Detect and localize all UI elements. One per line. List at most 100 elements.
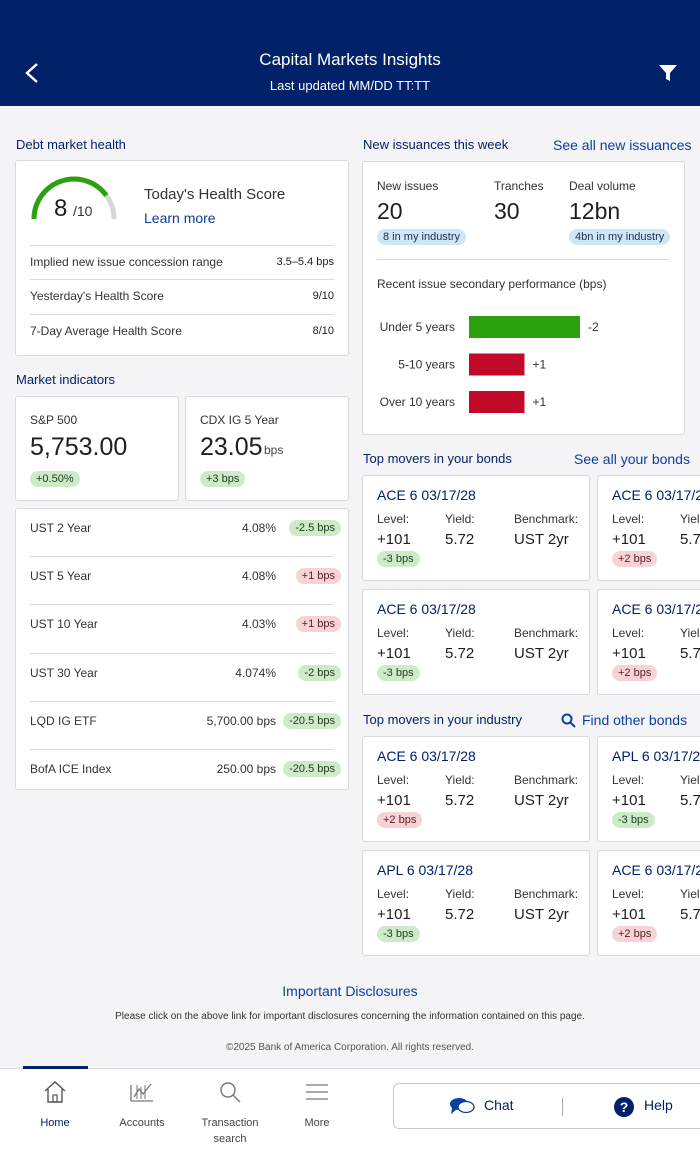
sp500-value: 5,753.00	[30, 433, 128, 461]
bond-mover-card[interactable]: ACE 6 03/17/28 Level: Yield: +101 5.72 Benchm…	[362, 736, 590, 842]
bond-name: ACE 6 03/17/2	[612, 862, 700, 878]
copyright: ©2025 Bank of America Corporation. All r…	[225, 1042, 475, 1053]
deal-volume-industry-badge: 4bn in my industry	[569, 229, 671, 245]
divider	[30, 700, 334, 702]
level-value: +101	[377, 531, 411, 548]
chat-button[interactable]: Chat	[484, 1097, 514, 1113]
divider	[30, 314, 334, 315]
deal-volume-label: Deal volume	[569, 179, 636, 193]
bond-mover-card[interactable]: ACE 6 03/17/28 Level: Yield: +101 5.72 Benchm…	[362, 589, 590, 695]
bond-mover-card[interactable]: ACE 6 03/17/2 Level: Yiel +101 5.7 +2 bps	[597, 850, 700, 956]
yield-value: 5.72	[445, 645, 475, 662]
yield-label: Yiel	[680, 887, 700, 901]
see-all-bonds-link[interactable]: See all your bonds	[574, 451, 690, 467]
nav-more-label: More	[304, 1117, 330, 1129]
perf-title: Recent issue secondary performance (bps)	[377, 277, 607, 291]
level-value: +101	[377, 906, 411, 923]
bar-value-label: +1	[533, 395, 547, 409]
issuances-card: New issues 20 8 in my industry Tranches …	[362, 161, 685, 435]
find-other-bonds-link[interactable]: Find other bonds	[582, 712, 688, 728]
cdx-card[interactable]: CDX IG 5 Year 23.05 bps +3 bps	[185, 396, 349, 501]
change-badge: -3 bps	[377, 926, 420, 942]
last-updated: Last updated MM/DD TT:TT	[269, 78, 431, 93]
market-indicators-title: Market indicators	[16, 372, 115, 387]
help-button[interactable]: Help	[644, 1097, 673, 1113]
seven-day-score-value: 8/10	[312, 325, 334, 337]
concession-label: Implied new issue concession range	[30, 255, 223, 269]
rate-value: 4.074%	[235, 665, 276, 680]
change-badge: +2 bps	[612, 926, 658, 942]
bond-mover-card[interactable]: APL 6 03/17/2 Level: Yiel +101 5.7 -3 bps	[597, 736, 700, 842]
yield-value: 5.7	[680, 531, 700, 548]
bond-mover-card[interactable]: ACE 6 03/17/28 Level: Yield: +101 5.72 Benchm…	[362, 475, 590, 581]
divider	[30, 749, 334, 750]
level-label: Level:	[612, 887, 645, 901]
sp500-change-badge: +0.50%	[30, 471, 80, 487]
performance-bar	[469, 391, 525, 413]
chat-help-bar: Chat ? Help	[393, 1083, 700, 1129]
bond-name: ACE 6 03/17/28	[377, 748, 476, 764]
yield-value: 5.7	[680, 906, 700, 923]
top-movers-industry-title: Top movers in your industry	[363, 712, 522, 727]
seven-day-score-label: 7-Day Average Health Score	[30, 324, 182, 338]
bond-mover-card[interactable]: APL 6 03/17/28 Level: Yield: +101 5.72 Benchm…	[362, 850, 590, 956]
benchmark-value: UST 2yr	[514, 906, 569, 923]
rate-change-badge: -20.5 bps	[283, 761, 341, 777]
rates-card: UST 2 Year 4.08% -2.5 bps UST 5 Year 4.08% +1…	[15, 508, 349, 790]
bond-name: APL 6 03/17/2	[612, 748, 700, 764]
disclosure-note: Please click on the above link for impor…	[115, 1011, 585, 1022]
bond-name: ACE 6 03/17/28	[612, 487, 700, 503]
bond-name: ACE 6 03/17/2	[612, 601, 700, 617]
bar-category-label: 5-10 years	[398, 358, 455, 372]
level-label: Level:	[377, 512, 410, 526]
yield-value: 5.72	[445, 531, 475, 548]
divider	[377, 259, 670, 260]
performance-bar	[469, 353, 525, 376]
cdx-change-badge: +3 bps	[200, 471, 246, 487]
learn-more-link[interactable]: Learn more	[144, 210, 216, 226]
yesterday-score-label: Yesterday's Health Score	[30, 289, 164, 303]
rate-label: UST 2 Year	[30, 521, 92, 535]
level-value: +101	[612, 792, 646, 809]
bond-name: APL 6 03/17/28	[377, 862, 474, 878]
back-arrow-icon[interactable]	[22, 62, 44, 84]
search-icon[interactable]	[561, 713, 576, 728]
bond-name: ACE 6 03/17/28	[377, 487, 476, 503]
sp500-label: S&P 500	[30, 413, 78, 427]
cdx-unit: bps	[264, 443, 284, 457]
bond-mover-card[interactable]: ACE 6 03/17/28 Level: Yiel +101 5.7 +2 bps	[597, 475, 700, 581]
sp500-card[interactable]: S&P 500 5,753.00 +0.50%	[15, 396, 179, 501]
nav-home-label: Home	[40, 1117, 70, 1129]
yield-label: Yield:	[445, 512, 475, 526]
divider	[562, 1098, 563, 1116]
health-score: 8	[54, 195, 68, 222]
rate-change-badge: +1 bps	[295, 568, 341, 585]
help-icon: ?	[614, 1097, 634, 1117]
yield-label: Yiel	[680, 512, 700, 526]
home-icon	[44, 1081, 66, 1103]
level-label: Level:	[377, 773, 410, 787]
performance-bar-chart: Under 5 years -2 5-10 years +1 Over 10 years…	[380, 316, 599, 413]
rate-value: 4.08%	[241, 569, 276, 584]
performance-bar	[469, 316, 580, 338]
nav-accounts-label: Accounts	[119, 1117, 165, 1129]
level-label: Level:	[377, 887, 410, 901]
level-value: +101	[612, 645, 646, 662]
benchmark-label: Benchmark:	[514, 773, 579, 787]
important-disclosures-link[interactable]: Important Disclosures	[282, 983, 418, 999]
rate-change-badge: -2.5 bps	[289, 520, 341, 536]
benchmark-value: UST 2yr	[514, 645, 569, 662]
deal-volume-value: 12bn	[569, 198, 621, 224]
level-value: +101	[377, 645, 411, 662]
yield-label: Yiel	[680, 626, 700, 640]
bond-mover-card[interactable]: ACE 6 03/17/2 Level: Yiel +101 5.7 +2 bps	[597, 589, 700, 695]
divider	[30, 279, 334, 280]
yield-label: Yiel	[680, 773, 700, 787]
change-badge: +2 bps	[612, 551, 658, 567]
see-all-issuances-link[interactable]: See all new issuances	[553, 137, 692, 153]
rate-change-badge: +1 bps	[295, 616, 341, 633]
yield-value: 5.72	[445, 792, 475, 809]
level-label: Level:	[612, 512, 645, 526]
filter-icon[interactable]	[658, 64, 678, 82]
rate-change-badge: -2 bps	[298, 664, 341, 681]
